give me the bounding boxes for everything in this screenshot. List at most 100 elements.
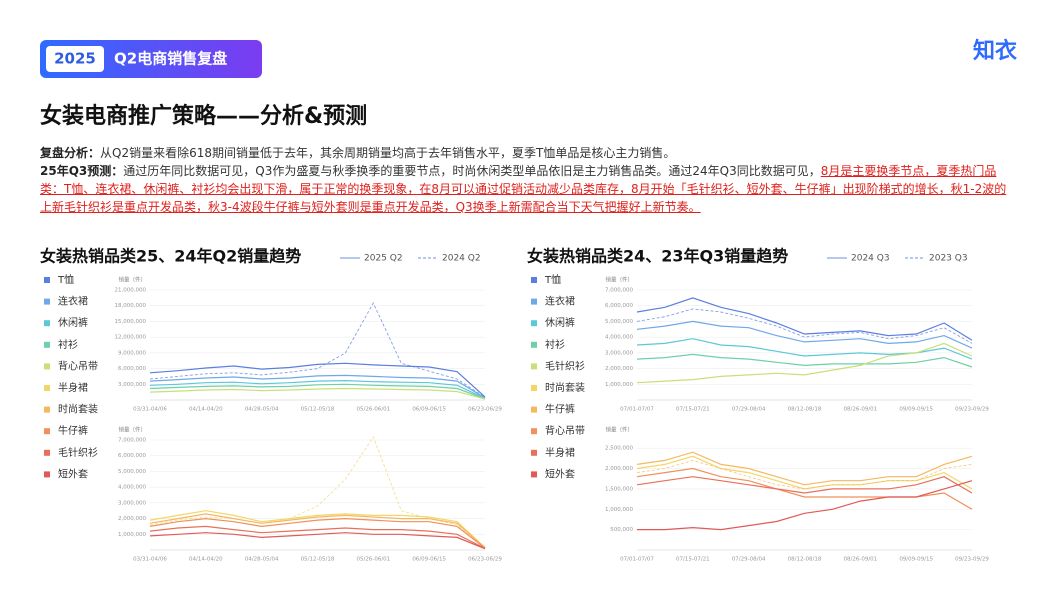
x-tick-label: 09/23-09/29	[955, 407, 989, 413]
y-tick-label: 7,000,000	[118, 438, 146, 444]
legend-label: 背心吊带	[58, 359, 98, 372]
series-line	[149, 383, 486, 400]
x-tick-label: 05/26-06/01	[356, 407, 390, 413]
legend-label: T恤	[544, 273, 561, 286]
series-line	[636, 455, 973, 490]
series-line	[636, 353, 973, 368]
x-tick-label: 07/15-07/21	[676, 557, 710, 563]
x-tick-label: 06/09-06/15	[412, 407, 446, 413]
analysis-label: 复盘分析：	[40, 146, 101, 160]
legend-swatch	[44, 449, 50, 456]
prior-line	[636, 459, 973, 490]
series-line	[149, 362, 486, 398]
x-tick-label: 03/31-04/06	[133, 557, 167, 563]
forecast-highlight: 8月是主要换季节点，夏季热门品类：T恤、连衣裙、休闲裤、衬衫均会出现下滑，属于正…	[40, 164, 1007, 214]
legend-swatch	[44, 298, 50, 305]
y-axis-label: 销量（件）	[605, 276, 633, 284]
y-tick-label: 4,000,000	[118, 485, 146, 491]
forecast: 25年Q3预测：通过历年同比数据可见，Q3作为盛夏与秋季换季的重要节点，时尚休闲…	[40, 162, 1015, 216]
legend-swatch	[44, 471, 50, 478]
legend-label: 短外套	[58, 467, 88, 480]
series-line	[149, 513, 486, 549]
legend-swatch	[531, 341, 537, 348]
panel-title: 女装热销品类25、24年Q2销量趋势	[40, 247, 301, 266]
panel-title: 女装热销品类24、23年Q3销量趋势	[527, 247, 788, 266]
y-axis-label: 销量（件）	[118, 276, 146, 284]
y-axis-label: 销量（件）	[605, 426, 633, 434]
legend-swatch	[531, 320, 537, 327]
series-line	[149, 532, 486, 550]
forecast-text: 通过历年同比数据可见，Q3作为盛夏与秋季换季的重要节点，时尚休闲类型单品依旧是主…	[123, 164, 821, 178]
y-tick-label: 3,000,000	[118, 382, 146, 388]
legend-label: 牛仔裤	[58, 424, 88, 437]
y-tick-label: 18,000,000	[115, 303, 147, 309]
x-tick-label: 07/01-07/07	[620, 557, 654, 563]
x-tick-label: 09/09-09/15	[899, 407, 933, 413]
series-line	[149, 387, 486, 400]
prior-line	[149, 302, 486, 398]
y-tick-label: 15,000,000	[115, 319, 147, 325]
y-tick-label: 3,000,000	[118, 500, 146, 506]
x-tick-label: 06/09-06/15	[412, 557, 446, 563]
legend-swatch	[531, 385, 537, 391]
legend-swatch	[531, 277, 537, 283]
legend-swatch	[44, 341, 50, 348]
x-tick-label: 09/09-09/15	[899, 557, 933, 563]
series-line	[149, 517, 486, 549]
style-label: 2023 Q3	[929, 254, 968, 264]
y-tick-label: 7,000,000	[605, 288, 633, 294]
legend-label: 半身裙	[545, 446, 575, 459]
legend-label: 衬衫	[545, 338, 565, 351]
style-label: 2025 Q2	[364, 254, 403, 264]
y-tick-label: 6,000,000	[605, 303, 633, 309]
y-tick-label: 9,000,000	[118, 350, 146, 356]
x-tick-label: 08/12-08/18	[788, 557, 822, 563]
text-block: 复盘分析：从Q2销量来看除618期间销量低于去年，其余周期销量均高于去年销售水平…	[40, 144, 1015, 216]
y-tick-label: 500,000	[610, 527, 633, 533]
legend-swatch	[531, 428, 537, 435]
forecast-label: 25年Q3预测：	[40, 164, 124, 178]
y-tick-label: 1,000,000	[605, 507, 633, 513]
x-tick-label: 03/31-04/06	[133, 407, 167, 413]
series-line	[636, 451, 973, 486]
legend-label: 连衣裙	[545, 295, 575, 308]
x-tick-label: 04/28-05/04	[245, 407, 279, 413]
x-tick-label: 04/14-04/20	[189, 557, 223, 563]
x-tick-label: 08/12-08/18	[788, 407, 822, 413]
series-line	[149, 525, 486, 549]
x-tick-label: 07/29-08/04	[732, 557, 766, 563]
legend-label: 短外套	[545, 467, 575, 480]
page-title: 女装电商推广策略——分析&预测	[40, 103, 367, 129]
y-tick-label: 12,000,000	[115, 335, 147, 341]
series-line	[637, 480, 973, 531]
series-line	[149, 374, 486, 399]
legend-label: 背心吊带	[545, 424, 585, 437]
y-axis-label: 销量（件）	[118, 426, 146, 434]
legend-swatch	[44, 428, 50, 435]
legend-swatch	[44, 406, 50, 413]
y-tick-label: 6,000,000	[118, 366, 146, 372]
y-tick-label: 21,000,000	[115, 288, 147, 294]
y-tick-label: 2,000,000	[118, 516, 146, 522]
x-tick-label: 04/14-04/20	[189, 407, 223, 413]
legend-label: 连衣裙	[58, 295, 88, 308]
year-box	[46, 46, 104, 72]
header-title: Q2电商销售复盘	[114, 50, 227, 68]
series-line	[149, 379, 486, 399]
y-tick-label: 1,500,000	[605, 486, 633, 492]
x-tick-label: 05/12-05/18	[301, 557, 335, 563]
legend-swatch	[44, 320, 50, 327]
x-tick-label: 09/23-09/29	[955, 557, 989, 563]
prior-line	[636, 308, 973, 344]
x-tick-label: 08/26-09/01	[843, 407, 877, 413]
legend-swatch	[44, 277, 50, 283]
legend-label: T恤	[57, 273, 74, 286]
legend-swatch	[531, 449, 537, 456]
prior-line	[149, 435, 486, 549]
y-tick-label: 5,000,000	[605, 319, 633, 325]
x-tick-label: 08/26-09/01	[843, 557, 877, 563]
analysis: 复盘分析：从Q2销量来看除618期间销量低于去年，其余周期销量均高于去年销售水平…	[40, 144, 1015, 162]
legend-swatch	[44, 363, 50, 370]
x-tick-label: 04/28-05/04	[245, 557, 279, 563]
